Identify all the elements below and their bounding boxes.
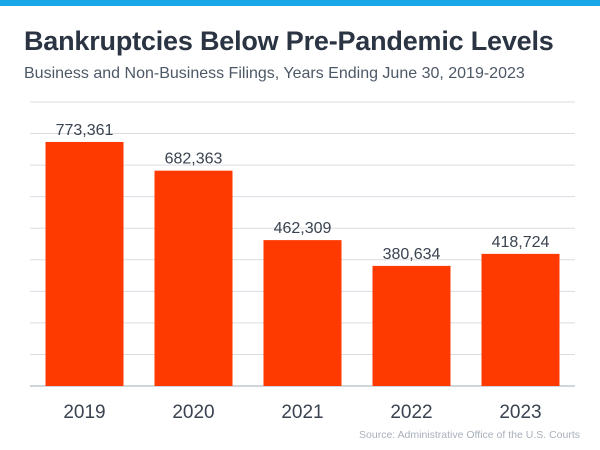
value-labels: 773,361 682,363 462,309 380,634 418,724 [56,122,550,263]
top-accent-bar [0,0,600,6]
bar-2020 [154,170,233,386]
value-label-2021: 462,309 [274,220,332,237]
value-label-2023: 418,724 [492,234,550,251]
chart-subtitle: Business and Non-Business Filings, Years… [24,65,525,82]
value-label-2019: 773,361 [56,122,114,139]
value-label-2022: 380,634 [383,246,441,263]
x-tick-label-2020: 2020 [172,402,214,423]
bar-2022 [372,265,451,386]
bars [45,141,560,386]
x-tick-label-2022: 2022 [390,402,432,423]
x-tick-label-2021: 2021 [281,402,323,423]
bar-2023 [481,253,560,386]
bar-2021 [263,240,342,386]
x-tick-label-2023: 2023 [499,402,541,423]
bar-2019 [45,141,124,386]
chart-title: Bankruptcies Below Pre-Pandemic Levels [24,26,554,56]
x-tick-labels: 2019 2020 2021 2022 2023 [63,402,541,423]
source-note: Source: Administrative Office of the U.S… [359,429,580,441]
x-tick-label-2019: 2019 [63,402,105,423]
value-label-2020: 682,363 [165,151,223,168]
